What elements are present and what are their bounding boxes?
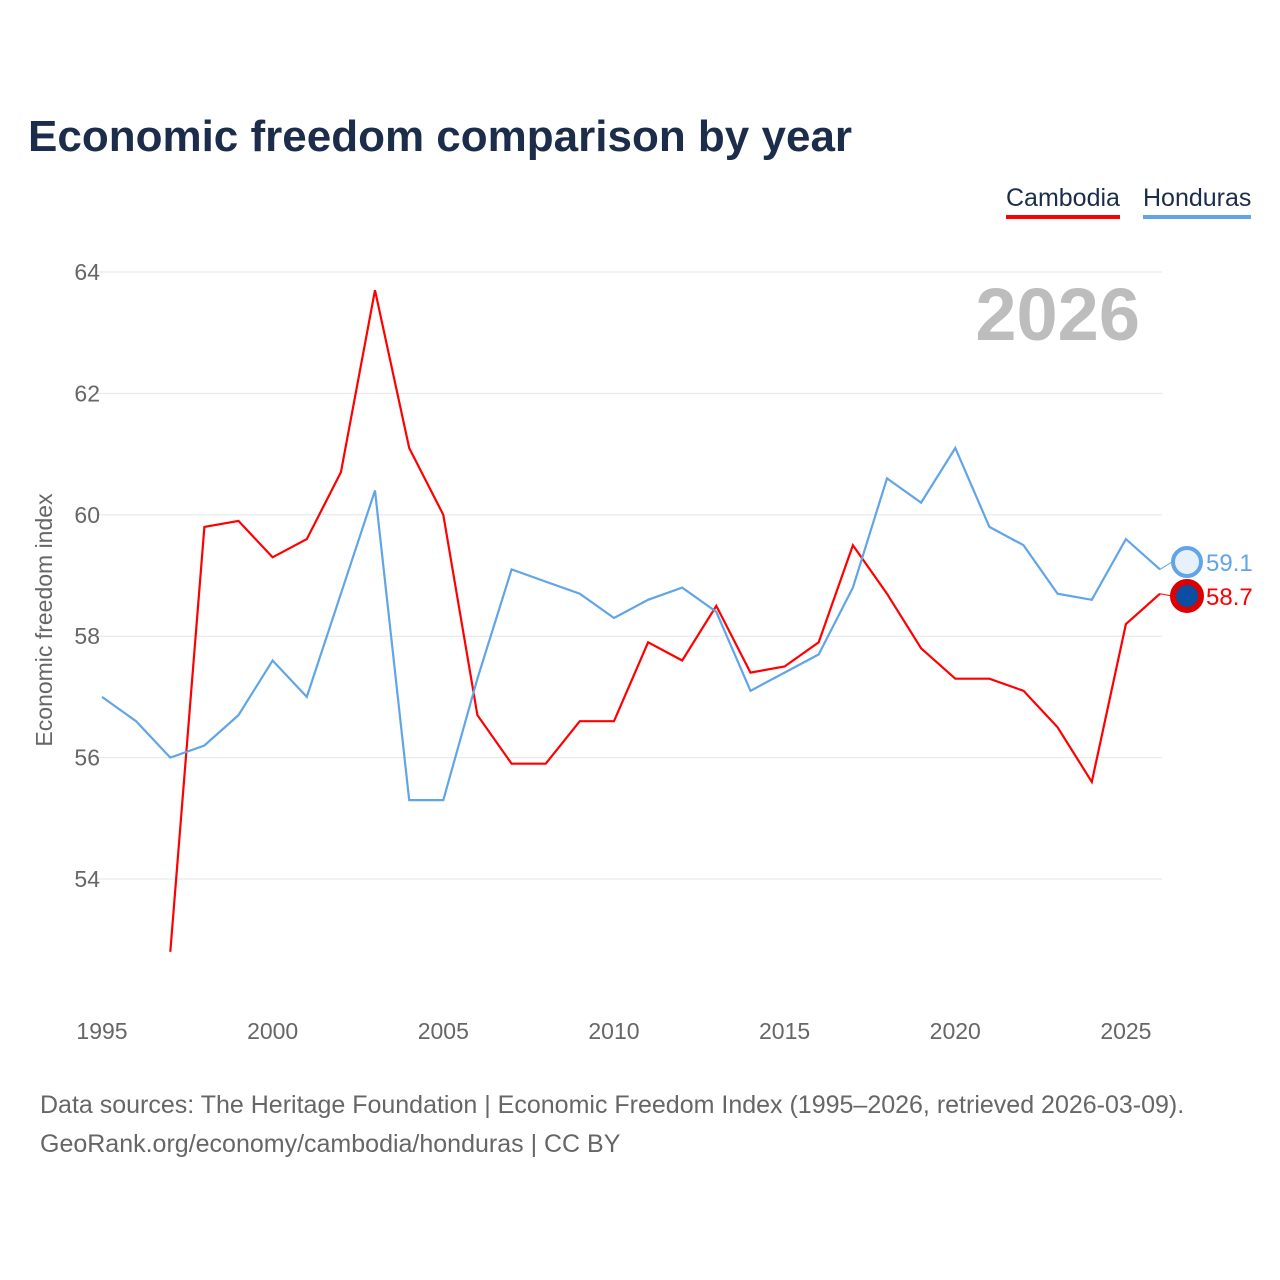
x-tick-label: 2020	[930, 1018, 981, 1044]
footer: Data sources: The Heritage Foundation | …	[40, 1086, 1184, 1164]
y-tick-label: 62	[74, 380, 100, 406]
y-tick-label: 56	[74, 745, 100, 771]
x-tick-label: 2010	[588, 1018, 639, 1044]
end-value-label: 59.1	[1206, 550, 1253, 577]
end-connector	[1159, 561, 1173, 570]
year-watermark: 2026	[975, 273, 1140, 356]
attribution-link[interactable]: GeoRank.org/economy/cambodia/honduras | …	[40, 1130, 621, 1158]
x-tick-label: 2005	[418, 1018, 469, 1044]
x-tick-label: 2015	[759, 1018, 810, 1044]
y-tick-label: 60	[74, 502, 100, 528]
series-line-honduras	[101, 445, 1161, 802]
x-tick-label: 1995	[76, 1018, 127, 1044]
y-tick-label: 64	[74, 259, 100, 285]
flag-icon-honduras	[1171, 546, 1203, 578]
y-tick-label: 54	[74, 866, 100, 892]
series-line-cambodia	[169, 289, 1161, 952]
x-tick-label: 2000	[247, 1018, 298, 1044]
x-tick-label: 2025	[1100, 1018, 1151, 1044]
y-tick-label: 58	[74, 623, 100, 649]
end-value-label: 58.7	[1206, 584, 1253, 611]
y-axis-label: Economic freedom index	[31, 493, 57, 747]
source-text: Data sources: The Heritage Foundation | …	[40, 1091, 1185, 1119]
chart-title: Economic freedom comparison by year	[28, 112, 853, 161]
legend-cambodia[interactable]: Cambodia	[1006, 184, 1120, 219]
flag-icon-cambodia	[1170, 579, 1204, 613]
legend-honduras[interactable]: Honduras	[1143, 184, 1252, 219]
